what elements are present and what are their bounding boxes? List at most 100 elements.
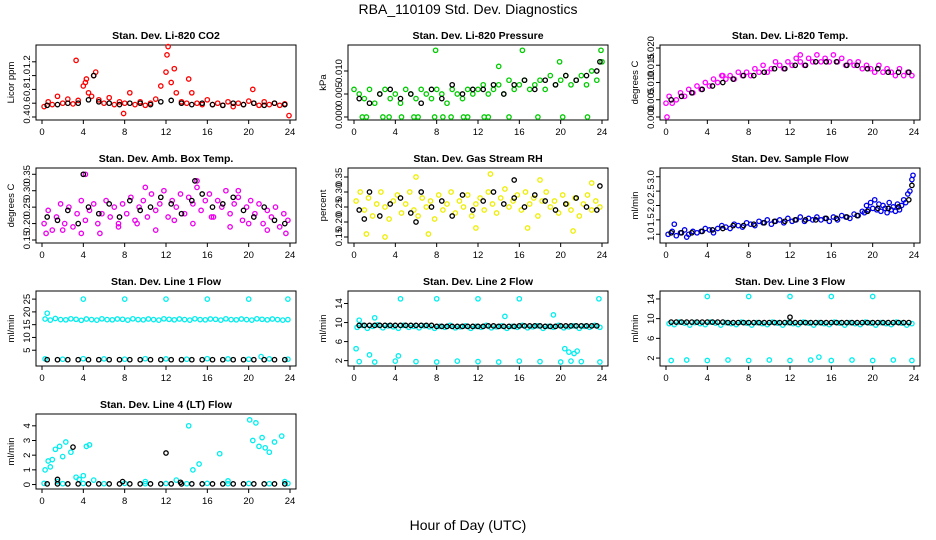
y-axis-label: ml/min bbox=[630, 192, 641, 220]
data-point bbox=[361, 216, 368, 222]
data-point bbox=[413, 358, 419, 365]
data-point bbox=[116, 214, 123, 220]
data-point bbox=[395, 353, 402, 359]
data-point bbox=[382, 322, 388, 329]
data-point bbox=[140, 197, 147, 204]
data-point bbox=[444, 201, 450, 207]
y-tick-label: 0.20 bbox=[334, 213, 345, 232]
data-point bbox=[867, 199, 874, 206]
data-point bbox=[663, 100, 669, 107]
data-point bbox=[495, 359, 502, 365]
data-point bbox=[281, 481, 288, 487]
data-point bbox=[376, 213, 383, 219]
x-tick-label: 4 bbox=[81, 250, 86, 261]
data-point bbox=[240, 207, 247, 214]
data-point bbox=[511, 81, 518, 88]
data-point bbox=[828, 357, 835, 364]
data-point bbox=[444, 323, 450, 330]
data-point bbox=[185, 76, 192, 82]
data-point bbox=[464, 323, 471, 330]
data-point bbox=[768, 221, 775, 228]
data-point bbox=[678, 229, 685, 236]
data-point bbox=[573, 77, 580, 84]
data-point bbox=[359, 322, 366, 329]
data-point bbox=[694, 319, 700, 325]
data-point bbox=[578, 72, 585, 79]
x-tick-label: 24 bbox=[909, 250, 920, 261]
data-point bbox=[535, 114, 541, 120]
y-tick-label: 0 bbox=[22, 482, 33, 487]
x-tick-label: 4 bbox=[393, 373, 398, 384]
data-point bbox=[535, 323, 541, 329]
data-point bbox=[278, 433, 285, 439]
data-point bbox=[542, 77, 549, 84]
data-point bbox=[699, 319, 706, 325]
x-tick-label: 8 bbox=[434, 373, 439, 384]
data-point bbox=[428, 204, 435, 210]
data-point bbox=[52, 315, 59, 322]
data-point bbox=[452, 210, 459, 216]
y-tick-label: 1.0 bbox=[646, 228, 657, 241]
data-point bbox=[386, 216, 392, 222]
data-point bbox=[204, 480, 211, 487]
data-point bbox=[449, 323, 456, 330]
data-point bbox=[888, 69, 895, 76]
data-point bbox=[152, 207, 159, 214]
data-point bbox=[163, 480, 169, 487]
x-tick-label: 20 bbox=[243, 373, 254, 384]
data-point bbox=[570, 228, 576, 234]
panel-9: Stan. Dev. Line 3 Flow 0 4 8 12 16 20 24 2 6 10 14 m… bbox=[630, 276, 921, 384]
data-point bbox=[116, 98, 123, 105]
data-point bbox=[668, 357, 675, 364]
data-point bbox=[199, 356, 206, 363]
data-point bbox=[812, 319, 819, 326]
panel-title: Stan. Dev. Li-820 Temp. bbox=[732, 30, 848, 42]
data-point bbox=[130, 315, 136, 322]
data-point bbox=[847, 319, 853, 326]
data-point bbox=[168, 481, 175, 487]
data-point bbox=[252, 210, 258, 217]
data-point bbox=[230, 481, 237, 487]
y-tick-label: 1 bbox=[22, 467, 33, 472]
y-tick-label: 0.35 bbox=[334, 168, 345, 187]
data-point bbox=[480, 198, 487, 204]
data-point bbox=[664, 114, 670, 120]
data-point bbox=[90, 201, 97, 207]
data-point bbox=[271, 217, 278, 224]
data-point bbox=[756, 319, 762, 326]
data-point bbox=[80, 296, 87, 302]
data-point bbox=[561, 345, 568, 352]
data-point bbox=[171, 217, 178, 224]
data-point bbox=[124, 317, 131, 323]
data-point bbox=[431, 216, 438, 222]
data-point bbox=[574, 348, 581, 354]
data-point bbox=[900, 319, 907, 326]
data-point bbox=[44, 481, 51, 487]
plot-frame bbox=[659, 290, 921, 367]
data-point bbox=[59, 227, 66, 233]
data-point bbox=[83, 76, 90, 82]
data-point bbox=[710, 229, 717, 236]
data-point bbox=[210, 214, 217, 220]
data-point bbox=[59, 453, 66, 460]
data-point bbox=[909, 72, 915, 79]
data-point bbox=[168, 79, 175, 86]
data-point bbox=[673, 96, 680, 103]
panel-8: Stan. Dev. Line 2 Flow 0 4 8 12 16 20 24 2 6 10 14 m… bbox=[318, 276, 609, 384]
data-point bbox=[809, 217, 816, 223]
data-point bbox=[818, 319, 824, 326]
data-point bbox=[838, 319, 845, 326]
data-point bbox=[511, 195, 518, 201]
data-point bbox=[678, 93, 685, 100]
x-tick-label: 24 bbox=[285, 127, 296, 138]
panel-title: Stan. Dev. Amb. Box Temp. bbox=[99, 153, 234, 165]
data-point bbox=[843, 62, 850, 69]
data-point bbox=[537, 358, 543, 365]
data-point bbox=[776, 62, 783, 69]
data-point bbox=[432, 47, 439, 54]
data-point bbox=[480, 86, 487, 93]
data-point bbox=[137, 356, 144, 363]
data-point bbox=[144, 214, 151, 220]
data-point bbox=[47, 464, 54, 470]
x-tick-label: 16 bbox=[202, 250, 213, 261]
